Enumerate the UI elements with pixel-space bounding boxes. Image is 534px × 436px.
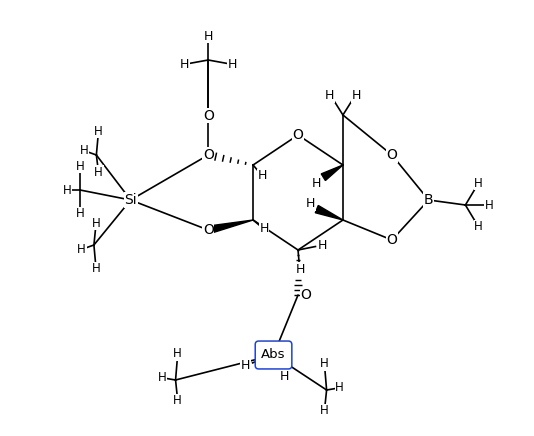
Polygon shape	[207, 220, 253, 234]
Text: H: H	[320, 405, 329, 417]
Text: H: H	[179, 58, 189, 71]
Text: B: B	[424, 193, 434, 207]
Text: H: H	[227, 58, 237, 71]
Text: H: H	[92, 217, 100, 230]
Text: H: H	[240, 359, 250, 372]
Text: H: H	[258, 170, 268, 182]
Text: H: H	[76, 160, 84, 173]
Text: O: O	[203, 109, 214, 123]
Text: H: H	[317, 239, 327, 252]
Text: O: O	[293, 128, 303, 142]
Text: H: H	[312, 177, 321, 190]
Text: H: H	[62, 184, 72, 197]
Text: H: H	[174, 347, 182, 360]
Text: O: O	[301, 288, 311, 302]
Text: H: H	[474, 220, 483, 233]
Text: H: H	[260, 222, 269, 235]
Polygon shape	[321, 165, 343, 181]
Text: H: H	[335, 382, 344, 394]
Text: H: H	[77, 243, 86, 256]
Text: H: H	[94, 166, 103, 179]
Text: H: H	[325, 89, 334, 102]
Text: H: H	[474, 177, 483, 190]
Text: H: H	[485, 198, 494, 211]
Text: H: H	[94, 125, 103, 137]
Text: H: H	[203, 30, 213, 43]
FancyBboxPatch shape	[255, 341, 292, 369]
Text: O: O	[203, 148, 214, 162]
Text: H: H	[76, 208, 84, 221]
Text: H: H	[305, 197, 315, 210]
Text: H: H	[280, 370, 289, 383]
Text: O: O	[387, 148, 397, 162]
Text: H: H	[158, 371, 167, 384]
Text: H: H	[92, 262, 100, 276]
Text: H: H	[174, 395, 182, 407]
Text: H: H	[320, 358, 329, 370]
Text: H: H	[351, 89, 360, 102]
Text: H: H	[80, 144, 89, 157]
Text: Si: Si	[124, 193, 137, 207]
Polygon shape	[315, 205, 343, 220]
Text: H: H	[295, 263, 305, 276]
Text: O: O	[203, 223, 214, 237]
Text: Abs: Abs	[261, 348, 286, 361]
Text: O: O	[387, 233, 397, 247]
